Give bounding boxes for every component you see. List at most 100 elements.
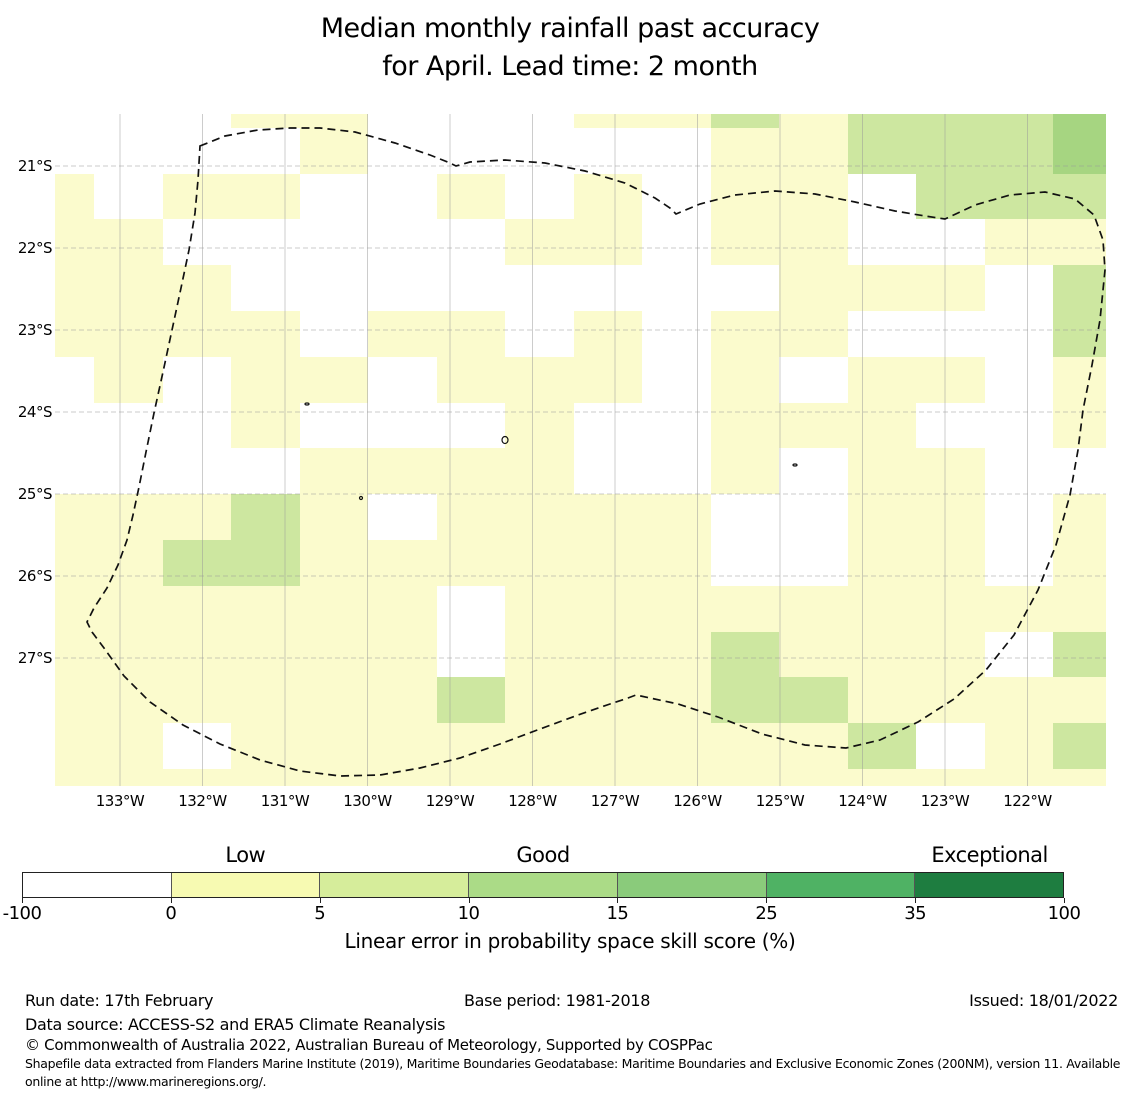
grid-cell (711, 723, 779, 769)
grid-cell (642, 632, 711, 677)
grid-cell (300, 677, 368, 723)
grid-cell (848, 540, 916, 586)
grid-cell (231, 494, 300, 540)
grid-cell (94, 723, 163, 769)
grid-cell (1053, 265, 1106, 311)
grid-cell (300, 723, 368, 769)
island-mark (304, 402, 310, 406)
grid-cell (779, 311, 848, 357)
colorbar-tick (22, 898, 23, 903)
colorbar-word-good: Good (516, 843, 570, 867)
grid-cell (574, 114, 642, 128)
island-mark (792, 463, 798, 467)
grid-cell (1053, 677, 1106, 723)
grid-cell (985, 219, 1053, 265)
grid-cell (848, 128, 916, 174)
grid-cell (574, 586, 642, 632)
y-axis-tick-label: 22°S (17, 239, 53, 257)
grid-cell (368, 540, 437, 586)
grid-cell (916, 769, 985, 786)
grid-cell (711, 586, 779, 632)
colorbar-segment (320, 873, 470, 897)
grid-cell (916, 632, 985, 677)
grid-cell (505, 677, 574, 723)
x-axis-tick-label: 131°W (260, 792, 310, 810)
grid-cell (916, 448, 985, 494)
grid-cell (55, 632, 94, 677)
grid-cell (94, 540, 163, 586)
colorbar-tick-label: 25 (755, 903, 778, 924)
grid-cell (505, 448, 574, 494)
colorbar-caption: Linear error in probability space skill … (344, 929, 796, 953)
grid-cell (505, 540, 574, 586)
grid-cell (231, 769, 300, 786)
grid-cell (437, 174, 505, 219)
grid-cell (916, 265, 985, 311)
colorbar-tick (319, 898, 321, 903)
x-axis-tick-label: 128°W (508, 792, 557, 810)
grid-cell (916, 114, 985, 128)
grid-cell (642, 769, 711, 786)
grid-cell (94, 677, 163, 723)
grid-cell (642, 114, 711, 128)
colorbar-segment (469, 873, 618, 897)
page-title: Median monthly rainfall past accuracy fo… (0, 10, 1140, 86)
x-axis-tick-label: 133°W (95, 792, 145, 810)
colorbar-tick-label: 15 (606, 903, 629, 924)
x-axis-tick-label: 129°W (425, 792, 475, 810)
grid-cell (505, 494, 574, 540)
grid-cell (711, 357, 779, 403)
grid-cell (368, 677, 437, 723)
copyright-text: © Commonwealth of Australia 2022, Austra… (25, 1036, 713, 1054)
grid-cell (1053, 357, 1106, 403)
grid-cell (916, 494, 985, 540)
grid-cell (437, 494, 505, 540)
grid-cell (505, 357, 574, 403)
grid-cell (368, 311, 437, 357)
grid-cell (1053, 174, 1106, 219)
grid-cell (848, 632, 916, 677)
grid-cell (368, 586, 437, 632)
grid-cell (985, 128, 1053, 174)
grid-cell (711, 677, 779, 723)
grid-cell (779, 586, 848, 632)
grid-cell (231, 677, 300, 723)
grid-cell (300, 494, 368, 540)
grid-cell (711, 403, 779, 448)
grid-cell (848, 448, 916, 494)
y-axis-tick-label: 23°S (17, 321, 53, 339)
colorbar-segment (23, 873, 172, 897)
grid-cell (711, 632, 779, 677)
grid-cell (437, 769, 505, 786)
grid-cell (300, 448, 368, 494)
grid-cell (848, 265, 916, 311)
grid-cell (848, 403, 916, 448)
grid-cell (711, 219, 779, 265)
eez-boundary-outline (86, 127, 1106, 777)
grid-cell (916, 586, 985, 632)
grid-cell (368, 448, 437, 494)
x-axis-tick-label: 122°W (1003, 792, 1052, 810)
grid-cell (163, 769, 231, 786)
grid-cell (437, 448, 505, 494)
grid-cell (985, 677, 1053, 723)
colorbar-tick (915, 898, 917, 903)
grid-cell (55, 677, 94, 723)
grid-cell (711, 769, 779, 786)
grid-cell (163, 586, 231, 632)
island-mark (358, 495, 364, 501)
grid-cell (916, 128, 985, 174)
colorbar-tick (1064, 898, 1065, 903)
grid-cell (916, 540, 985, 586)
grid-cell (231, 357, 300, 403)
x-axis-tick-label: 126°W (673, 792, 722, 810)
grid-cell (574, 494, 642, 540)
grid-cell (94, 265, 163, 311)
grid-cell (1053, 632, 1106, 677)
grid-cell (848, 723, 916, 769)
grid-cell (437, 357, 505, 403)
grid-cell (779, 174, 848, 219)
x-axis-tick-label: 130°W (343, 792, 392, 810)
grid-cell (55, 265, 94, 311)
